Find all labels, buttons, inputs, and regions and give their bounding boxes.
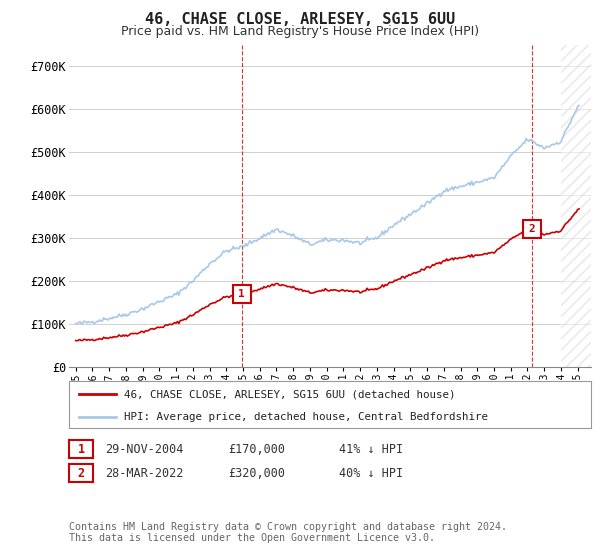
Text: 28-MAR-2022: 28-MAR-2022: [105, 466, 184, 480]
Text: £320,000: £320,000: [228, 466, 285, 480]
Text: 40% ↓ HPI: 40% ↓ HPI: [339, 466, 403, 480]
Text: 1: 1: [238, 289, 245, 299]
Text: 46, CHASE CLOSE, ARLESEY, SG15 6UU: 46, CHASE CLOSE, ARLESEY, SG15 6UU: [145, 12, 455, 27]
Text: £170,000: £170,000: [228, 442, 285, 456]
Text: 1: 1: [77, 442, 85, 456]
Text: 29-NOV-2004: 29-NOV-2004: [105, 442, 184, 456]
Text: 46, CHASE CLOSE, ARLESEY, SG15 6UU (detached house): 46, CHASE CLOSE, ARLESEY, SG15 6UU (deta…: [124, 389, 455, 399]
Text: This data is licensed under the Open Government Licence v3.0.: This data is licensed under the Open Gov…: [69, 533, 435, 543]
Text: HPI: Average price, detached house, Central Bedfordshire: HPI: Average price, detached house, Cent…: [124, 412, 488, 422]
Text: 2: 2: [77, 466, 85, 480]
Text: 41% ↓ HPI: 41% ↓ HPI: [339, 442, 403, 456]
Bar: [561, 45, 591, 367]
Text: 2: 2: [528, 225, 535, 235]
Text: Contains HM Land Registry data © Crown copyright and database right 2024.: Contains HM Land Registry data © Crown c…: [69, 522, 507, 532]
Text: Price paid vs. HM Land Registry's House Price Index (HPI): Price paid vs. HM Land Registry's House …: [121, 25, 479, 38]
